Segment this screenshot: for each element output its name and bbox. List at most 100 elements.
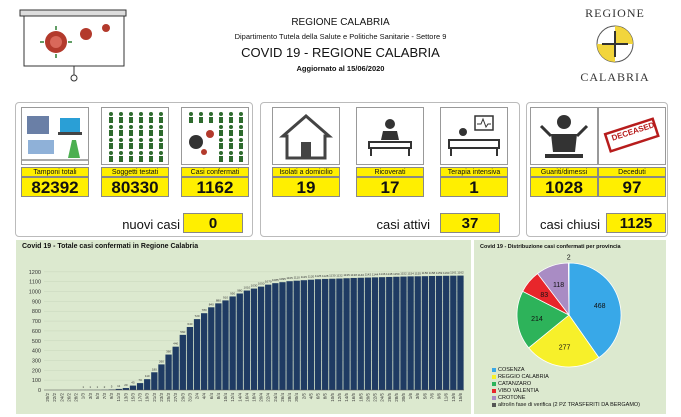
bar	[386, 276, 393, 390]
data-label: 11	[117, 384, 120, 388]
bar	[336, 278, 343, 390]
card-value: 80330	[101, 177, 169, 197]
x-tick-label: 15/3	[130, 393, 135, 402]
card-label: Deceduti	[598, 167, 666, 177]
card-label: Soggetti testati	[101, 167, 169, 177]
data-label: 1140	[358, 273, 365, 277]
slice-value-label: 2	[567, 255, 571, 262]
y-tick-label: 1000	[29, 290, 41, 296]
legend-item: CATANZARO	[492, 380, 664, 387]
x-tick-label: 24/2	[59, 393, 64, 402]
data-label: 1125	[315, 274, 322, 278]
logo-top-text: REGIONE	[585, 6, 645, 20]
card-ricoverati: Ricoverati 17	[356, 107, 424, 197]
x-tick-label: 28/4	[287, 393, 292, 402]
data-label: 1158	[429, 271, 436, 275]
bar	[229, 296, 236, 390]
x-tick-label: 30/4	[294, 393, 299, 402]
data-label: 440	[173, 342, 178, 346]
bar	[193, 319, 201, 390]
legend-item: COSENZA	[492, 366, 664, 373]
data-label: 1142	[365, 273, 372, 277]
bar	[279, 282, 286, 390]
x-tick-label: 18/4	[252, 393, 257, 402]
card-value: 17	[356, 177, 424, 197]
data-label: 1152	[400, 272, 407, 276]
slice-value-label: 277	[559, 344, 571, 351]
bar	[136, 383, 144, 390]
x-tick-label: 7/3	[102, 393, 107, 400]
bar	[371, 277, 379, 390]
bar	[393, 276, 400, 390]
x-tick-label: 11/6	[444, 393, 449, 402]
card-label: Casi confermati	[181, 167, 249, 177]
card-terapia-intensiva: Terapia intensiva 1	[440, 107, 508, 197]
bar	[236, 293, 243, 390]
bar	[314, 279, 322, 390]
data-label: 110	[145, 374, 150, 378]
deceased-stamp-icon: DECEASED	[598, 107, 666, 165]
icu-icon	[440, 107, 508, 165]
x-tick-label: 26/5	[387, 393, 392, 402]
x-tick-label: 8/5	[323, 393, 328, 400]
department-name: Dipartimento Tutela della Salute e Polit…	[234, 32, 447, 41]
bar-chart: 0 100 200 300 400 500 600 700 800 900 1000 1100 1200…	[29, 270, 464, 402]
card-value: 97	[598, 177, 666, 197]
region-logo: REGIONE CALABRIA	[578, 6, 652, 86]
bar	[172, 346, 179, 390]
y-tick-label: 100	[32, 378, 41, 384]
data-label: 260	[159, 359, 164, 363]
legend-item: REGGIO CALABRIA	[492, 373, 664, 380]
x-tick-label: 14/5	[344, 393, 349, 402]
x-tick-label: 16/4	[244, 393, 249, 402]
bar	[407, 276, 414, 390]
x-tick-label: 8/4	[216, 393, 221, 400]
x-tick-label: 27/3	[173, 393, 178, 402]
data-label: 1146	[379, 272, 386, 276]
pie-slice	[568, 262, 622, 359]
data-label: 720	[195, 314, 200, 318]
x-tick-label: 20/2	[45, 393, 50, 402]
x-tick-label: 1/3	[81, 393, 86, 400]
x-tick-label: 16/5	[351, 393, 356, 402]
recovered-person-icon	[530, 107, 598, 165]
legend-item: VIBO VALENTIA	[492, 387, 664, 394]
panel-active	[260, 102, 520, 237]
card-label: Terapia intensiva	[440, 167, 508, 177]
x-tick-label: 18/5	[358, 393, 363, 402]
x-tick-label: 22/5	[373, 393, 378, 402]
x-tick-label: 12/5	[337, 393, 342, 402]
region-name: REGIONE CALABRIA	[291, 17, 390, 28]
bar	[144, 379, 151, 390]
card-value: 1028	[530, 177, 598, 197]
bar	[208, 307, 215, 390]
x-tick-label: 20/4	[259, 393, 264, 402]
y-tick-label: 1100	[29, 280, 41, 286]
y-tick-label: 1200	[29, 270, 41, 276]
panel-tests	[15, 102, 253, 237]
data-label: 180	[152, 367, 157, 371]
infected-people-icon	[181, 107, 249, 165]
bar	[158, 364, 165, 390]
bar	[400, 276, 407, 390]
y-tick-label: 400	[32, 349, 41, 355]
slice-value-label: 214	[531, 316, 543, 323]
data-label: 70	[138, 378, 142, 382]
x-tick-label: 15/6	[458, 393, 463, 402]
active-cases-value: 37	[440, 213, 500, 233]
x-tick-label: 28/5	[394, 393, 399, 402]
x-tick-label: 26/4	[280, 393, 285, 402]
card-soggetti: Soggetti testati 80330	[101, 107, 169, 197]
x-tick-label: 19/3	[145, 393, 150, 402]
data-label: 910	[223, 295, 228, 299]
x-tick-label: 6/5	[316, 393, 321, 400]
data-label: 1128	[322, 274, 329, 278]
legend-swatch	[492, 374, 496, 379]
card-label: Ricoverati	[356, 167, 424, 177]
bar	[250, 288, 258, 390]
card-label: Guariti/dimessi	[530, 167, 598, 177]
x-tick-label: 6/4	[209, 393, 214, 400]
legend-label: CROTONE	[498, 394, 526, 401]
bar	[357, 277, 364, 390]
data-label: 5	[111, 385, 113, 389]
